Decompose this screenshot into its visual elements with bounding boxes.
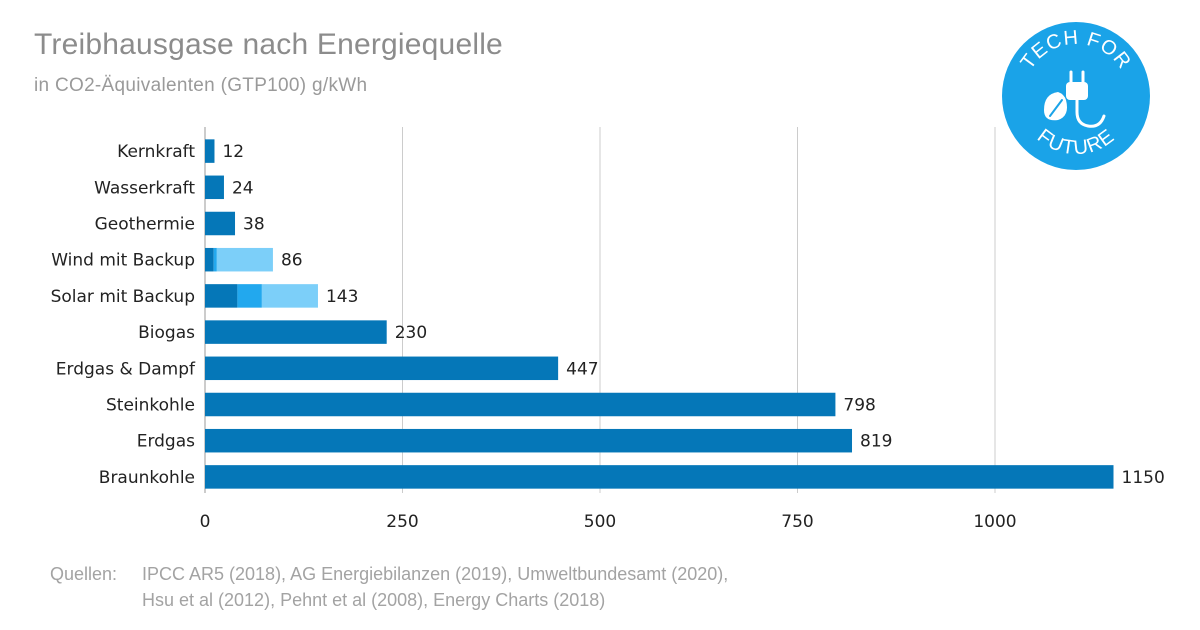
bar-segment [213,247,217,272]
data-label: 819 [860,432,892,452]
data-label: 86 [281,251,303,271]
x-tick-label: 1000 [973,512,1016,532]
x-tick-label: 0 [200,512,211,532]
data-label: 12 [222,142,244,162]
chart-title: Treibhausgase nach Energiequelle [34,28,503,61]
x-tick-label: 500 [584,512,616,532]
x-tick-label: 250 [386,512,418,532]
sources-line-1: IPCC AR5 (2018), AG Energiebilanzen (201… [142,564,729,584]
category-label: Geothermie [95,215,195,235]
bar-segment [205,211,236,236]
category-label: Wasserkraft [94,178,195,198]
category-label: Erdgas & Dampf [56,359,196,379]
category-label: Kernkraft [117,142,195,162]
bar-segment [237,284,262,308]
data-label: 143 [326,287,358,307]
bar-segment [205,175,224,200]
plug-leaf-icon [1044,70,1106,128]
data-label: 230 [395,323,427,343]
category-label: Steinkohle [106,396,195,416]
category-label: Wind mit Backup [51,251,195,271]
data-label: 798 [843,396,875,416]
bar-segment [205,247,214,272]
bar-segment [205,320,387,344]
bar-segment [205,284,238,308]
category-label: Braunkohle [99,468,195,488]
bar-segment [205,356,559,381]
data-label: 447 [566,359,598,379]
x-tick-label: 750 [781,512,813,532]
chart-subtitle: in CO2-Äquivalenten (GTP100) g/kWh [34,75,368,96]
data-label: 1150 [1122,468,1165,488]
data-label: 38 [243,215,265,235]
tech-for-future-logo: TECH FOR FUTURE [1002,22,1150,170]
bar-segment [205,428,853,453]
bar-segment [261,284,318,308]
category-label: Biogas [138,323,195,343]
data-label: 24 [232,178,254,198]
bar-segment [216,247,273,272]
category-label: Erdgas [137,432,195,452]
sources-label: Quellen: [50,564,118,584]
bar-segment [205,465,1114,489]
sources-line-2: Hsu et al (2012), Pehnt et al (2008), En… [142,590,606,610]
category-label: Solar mit Backup [51,287,195,307]
bar-segment [205,392,836,417]
bar-segment [205,139,215,163]
